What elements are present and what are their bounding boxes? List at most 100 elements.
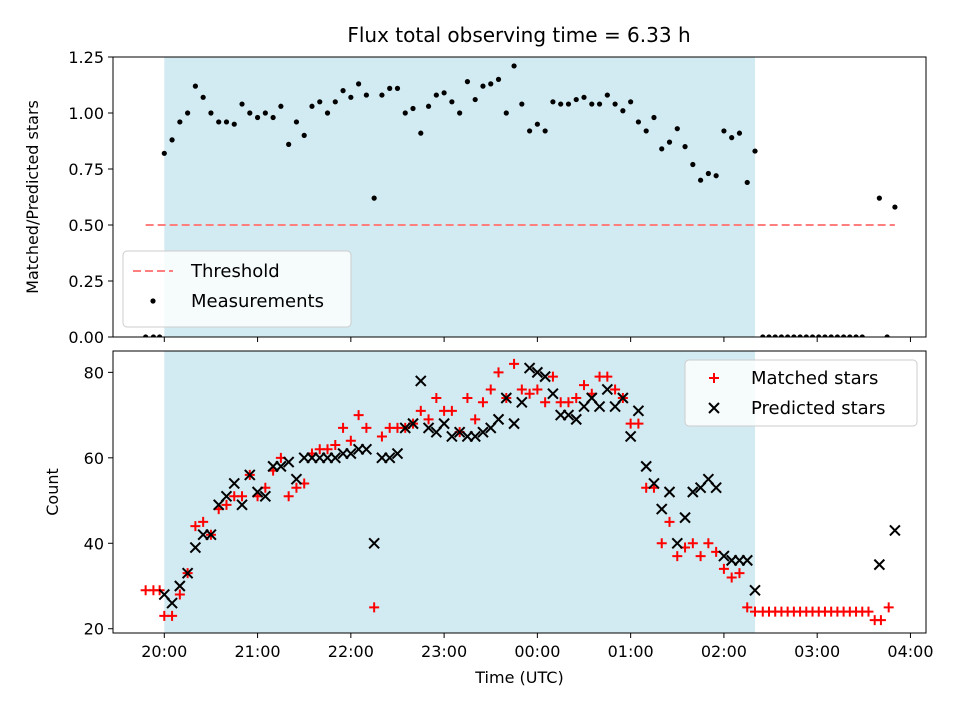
matched-star-point [462, 393, 473, 403]
measurement-point [143, 334, 149, 337]
matched-star-point [509, 358, 520, 369]
matched-star-point [338, 422, 349, 433]
measurement-point [177, 119, 183, 125]
matched-star-point [291, 482, 302, 493]
measurement-point [472, 96, 478, 103]
predicted-star-point [710, 482, 722, 494]
legend-predicted-swatch [708, 402, 720, 414]
y-tick-label: 20 [84, 620, 104, 639]
measurement-point [892, 204, 898, 210]
predicted-star-point [562, 409, 575, 421]
predicted-star-point [516, 396, 528, 408]
legend-entry-label: Measurements [191, 291, 324, 312]
predicted-star-point [205, 529, 217, 541]
measurement-point [581, 94, 587, 100]
y-tick-label: 0.50 [68, 216, 104, 235]
predicted-star-point [259, 490, 272, 502]
measurement-point [785, 334, 791, 337]
matched-star-point [602, 371, 613, 382]
matched-star-point [322, 444, 333, 455]
series-measurements [143, 63, 898, 337]
predicted-star-point [415, 375, 427, 387]
predicted-star-point [244, 469, 256, 481]
measurement-point [859, 334, 865, 337]
series-predicted-stars [158, 362, 901, 609]
matched-star-point [423, 414, 434, 425]
measurement-point [433, 92, 439, 98]
measurement-point [247, 110, 253, 116]
measurement-point [797, 334, 803, 337]
predicted-star-point [453, 426, 466, 438]
measurement-point [573, 96, 579, 103]
matched-star-point [563, 397, 574, 408]
predicted-star-point [593, 400, 606, 413]
measurement-point [441, 90, 447, 96]
matched-star-point [875, 615, 886, 626]
legend-box [684, 359, 918, 427]
x-tick-label: 03:00 [794, 642, 840, 661]
predicted-star-point [718, 550, 730, 562]
measurement-point [612, 101, 618, 107]
matched-star-point [237, 491, 248, 502]
predicted-star-point [166, 597, 178, 609]
measurement-point [208, 110, 214, 116]
measurement-point [301, 132, 307, 138]
measurement-point [816, 334, 822, 337]
measurement-point [876, 195, 882, 201]
matched-star-point [345, 435, 356, 446]
measurement-point [519, 101, 525, 107]
predicted-star-point [741, 554, 753, 567]
predicted-star-point [275, 460, 287, 473]
measurement-point [157, 334, 163, 337]
legend-matched-swatch [709, 373, 719, 383]
measurement-point [503, 110, 509, 116]
matched-star-point [516, 384, 527, 395]
matched-star-point [734, 568, 745, 579]
predicted-star-point [889, 524, 901, 537]
measurement-point [760, 334, 766, 337]
predicted-star-point [873, 558, 886, 571]
matched-star-point [547, 371, 558, 382]
predicted-star-point [383, 452, 396, 464]
y-axis-label: Matched/Predicted stars [23, 100, 42, 294]
measurement-point [262, 110, 268, 116]
measurement-point [495, 76, 502, 82]
matched-star-point [726, 572, 737, 583]
legend-entry-label: Predicted stars [751, 398, 885, 419]
predicted-star-point [508, 417, 520, 430]
measurement-point [828, 334, 834, 337]
predicted-star-point [640, 460, 652, 473]
y-tick-label: 1.25 [68, 48, 104, 67]
top-panel: 0.00 0.25 0.50 0.75 1.00 1.25 Matched/Predicte… [23, 48, 927, 347]
y-tick-label: 0.00 [68, 328, 104, 347]
measurement-point [449, 99, 455, 105]
measurement-point [822, 334, 828, 337]
matched-star-point [167, 610, 178, 621]
matched-star-point [571, 393, 582, 403]
measurement-point [356, 81, 362, 87]
x-tick-label: 00:00 [514, 642, 560, 661]
predicted-star-point [632, 405, 645, 417]
legend-box [122, 250, 352, 328]
measurement-point [223, 119, 230, 125]
measurement-point [643, 128, 649, 134]
legend-measurement-swatch [150, 298, 156, 304]
predicted-star-point [360, 443, 373, 455]
measurement-point [803, 334, 809, 337]
matched-star-point [863, 606, 874, 617]
x-tick-label: 23:00 [421, 642, 467, 661]
predicted-star-point [656, 503, 668, 515]
legend-entry-label: Matched stars [751, 368, 878, 389]
matched-star-point [221, 499, 232, 510]
measurement-point [387, 85, 393, 91]
matched-star-point [742, 602, 753, 613]
measurement-point [752, 148, 758, 154]
axes-frame [112, 350, 927, 634]
predicted-star-point [601, 383, 614, 396]
measurement-point [542, 128, 548, 134]
measurement-point [736, 130, 743, 136]
measurement-point [744, 179, 750, 186]
matched-star-point [477, 397, 488, 408]
x-axis-label: Time (UTC) [474, 668, 563, 687]
predicted-star-point [407, 417, 419, 430]
